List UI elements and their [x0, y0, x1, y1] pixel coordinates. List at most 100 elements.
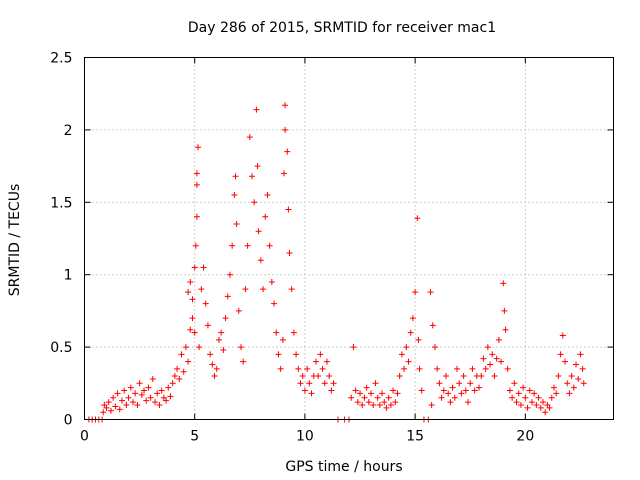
data-point [145, 384, 152, 391]
data-point [158, 387, 165, 394]
data-point [321, 380, 328, 387]
data-point [288, 286, 295, 293]
data-point [185, 289, 192, 296]
data-point [242, 286, 249, 293]
y-axis-label: SRMTID / TECUs [7, 184, 23, 297]
x-axis-label: GPS time / hours [285, 459, 402, 475]
data-point [132, 390, 139, 397]
data-point [376, 402, 383, 409]
data-point [299, 373, 306, 380]
data-point [568, 373, 575, 380]
y-tick-label: 1 [64, 268, 73, 284]
data-point [246, 134, 253, 141]
data-point [487, 361, 494, 368]
data-point [555, 373, 562, 380]
data-point [244, 242, 251, 249]
y-tick-label: 2 [64, 123, 73, 139]
data-point [546, 404, 553, 411]
data-point [121, 387, 128, 394]
data-point [542, 409, 549, 416]
data-point [352, 387, 359, 394]
data-point [254, 163, 261, 170]
y-tick-label: 0.5 [50, 340, 72, 356]
data-point [506, 387, 513, 394]
data-point [260, 286, 267, 293]
data-point [163, 397, 170, 404]
data-point [480, 355, 487, 362]
data-point [127, 384, 134, 391]
data-point [515, 390, 522, 397]
data-point [548, 394, 555, 401]
data-point [498, 358, 505, 365]
data-point [350, 344, 357, 351]
data-point [180, 368, 187, 375]
data-point [434, 365, 441, 372]
data-point [306, 380, 313, 387]
data-point [528, 399, 535, 406]
y-tick-label: 1.5 [50, 195, 72, 211]
tick-labels: 0 5 10 15 20 0 0.5 1 1.5 2 2.5 [50, 51, 534, 445]
data-point [415, 336, 422, 343]
data-point [412, 289, 419, 296]
data-point [467, 380, 474, 387]
data-point [192, 242, 199, 249]
data-point [315, 373, 322, 380]
data-point [445, 390, 452, 397]
data-point [143, 397, 150, 404]
data-point [262, 213, 269, 220]
data-point [359, 402, 366, 409]
data-point [557, 351, 564, 358]
data-point [275, 351, 282, 358]
data-point [396, 373, 403, 380]
data-point [105, 399, 112, 406]
data-point [465, 399, 472, 406]
data-point [211, 373, 218, 380]
data-point [149, 375, 156, 382]
data-point [282, 126, 289, 133]
data-point [522, 394, 529, 401]
data-point [200, 264, 207, 271]
data-point [279, 336, 286, 343]
data-points [85, 102, 587, 423]
data-point [476, 384, 483, 391]
data-point [301, 387, 308, 394]
data-point [414, 215, 421, 222]
data-point [381, 399, 388, 406]
data-point [416, 365, 423, 372]
data-point [539, 399, 546, 406]
data-point [524, 404, 531, 411]
data-point [178, 351, 185, 358]
data-point [517, 402, 524, 409]
data-point [478, 373, 485, 380]
data-point [438, 394, 445, 401]
data-point [537, 404, 544, 411]
data-point [374, 394, 381, 401]
data-point [268, 278, 275, 285]
data-point [429, 322, 436, 329]
data-point [398, 351, 405, 358]
data-point [447, 399, 454, 406]
data-point [577, 351, 584, 358]
data-point [193, 170, 200, 177]
data-point [290, 329, 297, 336]
data-point [436, 380, 443, 387]
data-point [312, 358, 319, 365]
axis-ticks [84, 57, 614, 420]
data-point [240, 358, 247, 365]
data-point [418, 387, 425, 394]
data-point [409, 315, 416, 322]
data-point [277, 365, 284, 372]
data-point [255, 228, 262, 235]
data-point [123, 402, 130, 409]
data-point [533, 402, 540, 409]
data-point [304, 365, 311, 372]
data-point [566, 390, 573, 397]
data-point [257, 257, 264, 264]
data-point [458, 390, 465, 397]
data-point [209, 361, 216, 368]
data-point [152, 399, 159, 406]
data-point [229, 242, 236, 249]
data-point [116, 406, 123, 413]
data-point [559, 332, 566, 339]
data-point [326, 373, 333, 380]
